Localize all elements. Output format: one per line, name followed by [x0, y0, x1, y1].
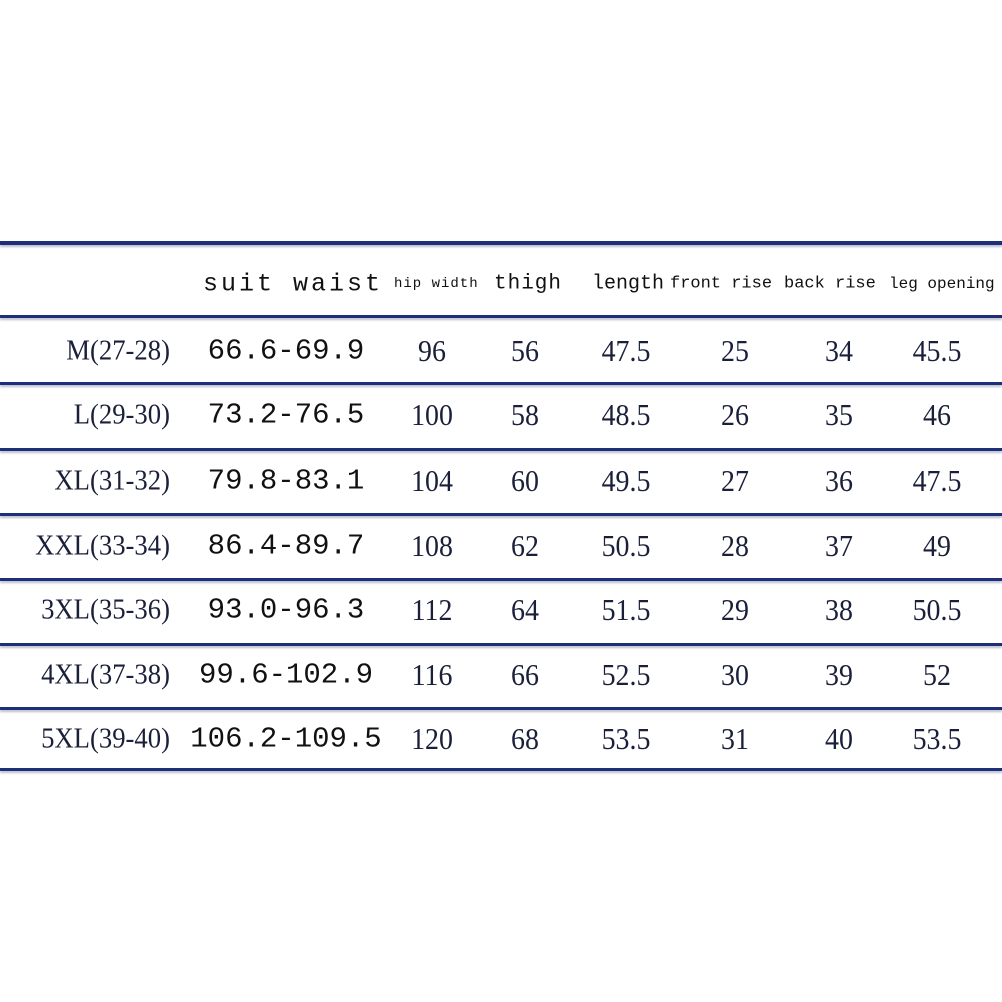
column-header: hip width [394, 276, 479, 292]
row-divider [0, 768, 1002, 771]
table-cell: 25 [721, 333, 749, 368]
table-cell: 47.5 [601, 333, 651, 368]
table-cell: 49 [923, 528, 951, 563]
table-cell: 100 [411, 397, 453, 432]
row-divider [0, 643, 1002, 646]
table-cell: 46 [923, 397, 951, 432]
column-header: thigh [494, 272, 563, 296]
table-cell: 116 [411, 657, 453, 692]
column-header: front rise [670, 274, 773, 294]
table-cell: 30 [721, 657, 749, 692]
size-label: L(29-30) [73, 398, 170, 431]
table-cell: 62 [511, 528, 539, 563]
table-cell: 73.2-76.5 [207, 398, 365, 432]
table-cell: 58 [511, 397, 539, 432]
size-label: XXL(33-34) [35, 529, 170, 562]
table-cell: 53.5 [912, 721, 962, 756]
size-label: 5XL(39-40) [41, 722, 170, 755]
row-divider [0, 448, 1002, 451]
table-cell: 38 [825, 592, 853, 627]
table-cell: 45.5 [912, 333, 962, 368]
table-cell: 112 [411, 592, 453, 627]
size-label: M(27-28) [66, 334, 170, 367]
table-cell: 36 [825, 463, 853, 498]
row-divider [0, 707, 1002, 710]
table-cell: 66 [511, 657, 539, 692]
size-label: 4XL(37-38) [41, 658, 170, 691]
table-cell: 99.6-102.9 [198, 658, 374, 692]
size-label: 3XL(35-36) [41, 593, 170, 626]
table-cell: 28 [721, 528, 749, 563]
table-cell: 34 [825, 333, 853, 368]
column-header: leg opening [889, 275, 995, 293]
table-cell: 39 [825, 657, 853, 692]
table-cell: 104 [411, 463, 453, 498]
row-divider [0, 382, 1002, 385]
table-cell: 93.0-96.3 [207, 593, 365, 627]
table-cell: 26 [721, 397, 749, 432]
row-divider [0, 578, 1002, 581]
table-cell: 66.6-69.9 [207, 334, 365, 368]
row-divider [0, 241, 1002, 245]
column-header: length [592, 272, 665, 296]
table-cell: 35 [825, 397, 853, 432]
table-cell: 108 [411, 528, 453, 563]
table-cell: 68 [511, 721, 539, 756]
table-cell: 53.5 [601, 721, 651, 756]
table-cell: 27 [721, 463, 749, 498]
table-cell: 52.5 [601, 657, 651, 692]
table-cell: 106.2-109.5 [190, 722, 382, 756]
table-cell: 64 [511, 592, 539, 627]
table-cell: 96 [418, 333, 446, 368]
column-header: suit waist [203, 269, 384, 299]
table-cell: 49.5 [601, 463, 651, 498]
table-cell: 40 [825, 721, 853, 756]
table-cell: 52 [923, 657, 951, 692]
table-cell: 56 [511, 333, 539, 368]
row-divider [0, 315, 1002, 318]
size-label: XL(31-32) [54, 464, 170, 497]
table-cell: 48.5 [601, 397, 651, 432]
column-header: back rise [784, 274, 876, 294]
table-cell: 86.4-89.7 [207, 529, 365, 563]
row-divider [0, 513, 1002, 516]
table-cell: 50.5 [601, 528, 651, 563]
table-cell: 31 [721, 721, 749, 756]
table-cell: 50.5 [912, 592, 962, 627]
table-cell: 29 [721, 592, 749, 627]
table-cell: 51.5 [601, 592, 651, 627]
table-cell: 60 [511, 463, 539, 498]
table-cell: 120 [411, 721, 453, 756]
table-cell: 37 [825, 528, 853, 563]
table-cell: 79.8-83.1 [207, 464, 365, 498]
table-cell: 47.5 [912, 463, 962, 498]
